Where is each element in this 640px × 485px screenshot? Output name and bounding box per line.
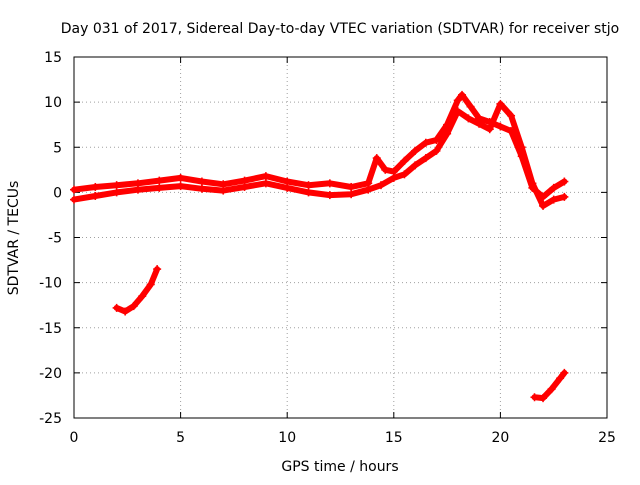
- data-point: [219, 186, 228, 195]
- data-point: [240, 182, 249, 191]
- x-tick-label: 25: [598, 430, 616, 446]
- y-tick-label: 5: [53, 140, 62, 156]
- plot-border: [73, 56, 608, 419]
- data-point: [197, 184, 206, 193]
- data-point: [155, 176, 164, 185]
- x-tick-label: 10: [278, 430, 296, 446]
- data-point: [496, 122, 505, 131]
- data-point: [421, 154, 430, 163]
- tick-layer: 0 5 10 15 20 25 -25 -20 -15 -10 -5 0 5 10 15: [39, 50, 616, 446]
- data-point: [129, 302, 138, 311]
- chart-title: Day 031 of 2017, Sidereal Day-to-day VTE…: [61, 21, 619, 37]
- data-point: [197, 177, 206, 186]
- data-point: [453, 96, 462, 105]
- data-point: [138, 292, 147, 301]
- data-point: [381, 165, 390, 174]
- data-point: [372, 154, 381, 163]
- data-point: [112, 303, 121, 312]
- data-point: [432, 136, 441, 145]
- data-point: [485, 125, 494, 134]
- series-line-arc-early: [113, 266, 161, 315]
- data-point: [547, 385, 556, 394]
- data-point: [549, 195, 558, 204]
- y-axis-label: SDTVAR / TECUs: [6, 181, 22, 296]
- data-point: [112, 181, 121, 190]
- data-point: [304, 181, 313, 190]
- data-point: [528, 179, 537, 188]
- x-axis-label: GPS time / hours: [281, 459, 398, 475]
- data-point: [475, 119, 484, 128]
- data-point: [432, 146, 441, 155]
- y-tick-label: -10: [39, 276, 62, 292]
- data-point: [507, 111, 516, 120]
- data-point: [560, 177, 569, 186]
- data-point: [539, 394, 548, 403]
- y-tick-label: -25: [39, 411, 62, 427]
- data-point: [347, 190, 356, 199]
- data-point: [400, 170, 409, 179]
- data-point: [121, 307, 130, 316]
- data-point: [466, 102, 475, 111]
- data-point: [560, 192, 569, 201]
- data-point: [304, 188, 313, 197]
- data-point: [400, 156, 409, 165]
- data-layer: [70, 90, 569, 403]
- data-point: [325, 191, 334, 200]
- data-point: [70, 185, 78, 194]
- y-tick-label: -20: [39, 366, 62, 382]
- data-point: [91, 182, 100, 191]
- series-line-main-track-lower: [71, 100, 568, 209]
- y-tick-label: 0: [53, 185, 62, 201]
- data-point: [443, 129, 452, 138]
- data-point: [411, 161, 420, 170]
- data-point: [453, 107, 462, 116]
- y-tick-label: -5: [48, 231, 62, 247]
- x-tick-label: 5: [176, 430, 185, 446]
- data-point: [283, 183, 292, 192]
- data-point: [377, 181, 386, 190]
- data-point: [153, 265, 162, 274]
- data-point: [155, 183, 164, 192]
- data-point: [539, 201, 548, 210]
- data-point: [91, 191, 100, 200]
- series-line-main-track-upper: [71, 91, 568, 200]
- data-point: [261, 172, 270, 181]
- data-point: [530, 393, 539, 402]
- data-point: [70, 195, 78, 204]
- data-point: [176, 182, 185, 191]
- x-tick-label: 15: [385, 430, 403, 446]
- data-point: [549, 183, 558, 192]
- data-point: [556, 374, 565, 383]
- y-tick-label: -15: [39, 321, 62, 337]
- data-point: [389, 173, 398, 182]
- data-point: [411, 146, 420, 155]
- plot-frame: [73, 56, 608, 419]
- data-point: [146, 280, 155, 289]
- data-point: [133, 185, 142, 194]
- data-point: [560, 368, 569, 377]
- data-point: [176, 173, 185, 182]
- x-tick-label: 20: [491, 430, 509, 446]
- data-point: [261, 179, 270, 188]
- y-tick-label: 10: [44, 95, 62, 111]
- data-point: [112, 188, 121, 197]
- data-point: [458, 90, 467, 99]
- data-point: [325, 179, 334, 188]
- data-point: [364, 185, 373, 194]
- x-tick-label: 0: [70, 430, 79, 446]
- grid-layer: [74, 57, 607, 418]
- data-point: [347, 182, 356, 191]
- data-point: [496, 99, 505, 108]
- data-point: [421, 138, 430, 147]
- y-tick-label: 15: [44, 50, 62, 66]
- data-point: [517, 143, 526, 152]
- data-point: [464, 114, 473, 123]
